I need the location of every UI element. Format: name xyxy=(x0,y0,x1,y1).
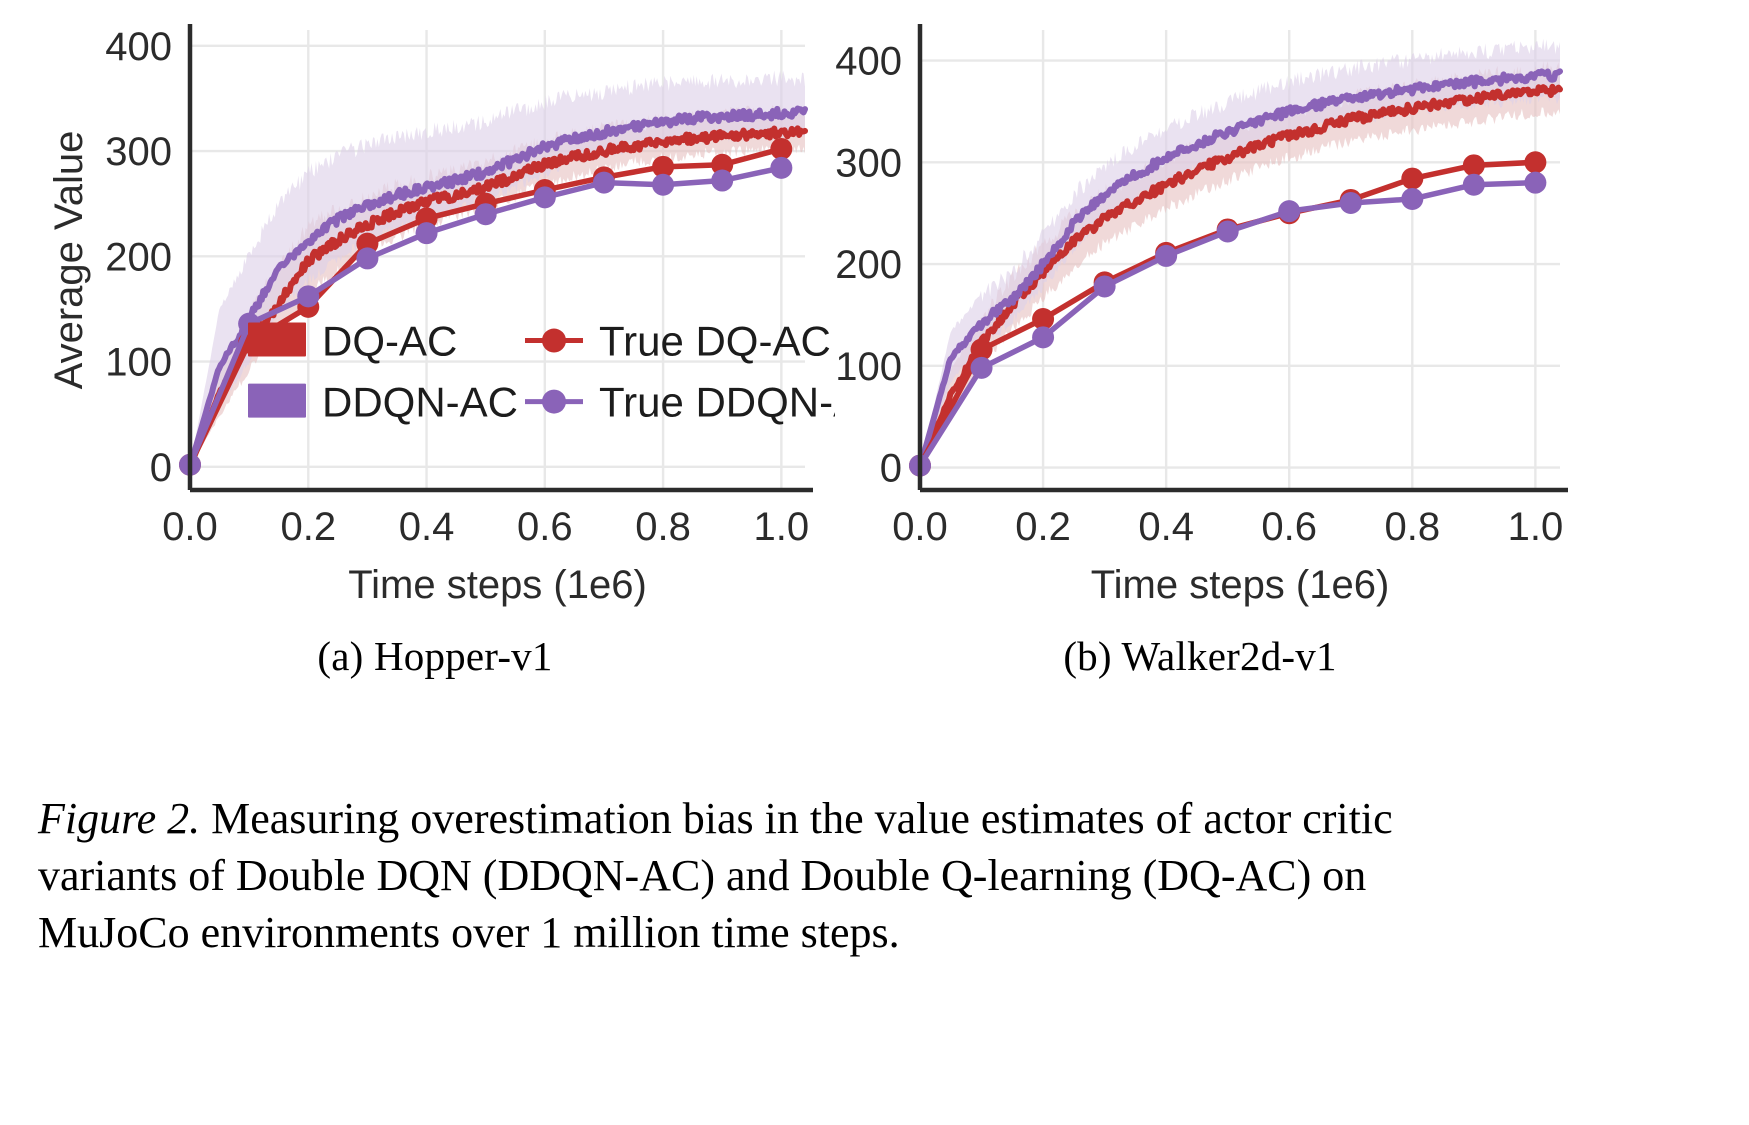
legend-item: DDQN-AC xyxy=(248,379,518,426)
y-tick-label: 0 xyxy=(880,447,902,491)
y-tick-label: 100 xyxy=(105,341,172,385)
x-tick-label: 1.0 xyxy=(1508,505,1564,549)
figure-caption-body: Measuring overestimation bias in the val… xyxy=(38,794,1393,958)
y-tick-label: 200 xyxy=(105,235,172,279)
figure-caption: Figure 2. Measuring overestimation bias … xyxy=(38,790,1508,962)
legend-swatch xyxy=(248,383,306,418)
y-tick-label: 300 xyxy=(105,130,172,174)
x-tick-label: 0.2 xyxy=(1015,505,1071,549)
figure-caption-label: Figure 2. xyxy=(38,794,201,843)
legend-item: True DQ-AC xyxy=(525,318,831,365)
y-axis-label: Average Value xyxy=(47,131,91,390)
x-tick-label: 0.8 xyxy=(635,505,691,549)
y-tick-label: 200 xyxy=(835,243,902,287)
x-tick-label: 1.0 xyxy=(754,505,810,549)
y-tick-label: 0 xyxy=(150,446,172,490)
legend-swatch xyxy=(248,322,306,357)
chart-hopper-v1: 0 100 200 300 400 0.0 0.2 0.4 0.6 0.8 1.0 Time step… xyxy=(47,24,835,607)
y-tick-label: 400 xyxy=(105,25,172,69)
subcaption-walker2d-v1: (b) Walker2d-v1 xyxy=(1063,633,1337,679)
y-tick-label: 100 xyxy=(835,345,902,389)
legend-label: True DQ-AC xyxy=(599,318,831,365)
x-tick-label: 0.6 xyxy=(517,505,573,549)
x-tick-label: 0.2 xyxy=(280,505,336,549)
legend-item: True DDQN-AC xyxy=(525,379,835,426)
y-tick-label: 400 xyxy=(835,40,902,84)
legend-label: DDQN-AC xyxy=(322,379,518,426)
figure-panels: 0 100 200 300 400 0.0 0.2 0.4 0.6 0.8 1.0 Time step… xyxy=(35,0,1600,700)
x-tick-label: 0.0 xyxy=(162,505,218,549)
legend-label: DQ-AC xyxy=(322,318,457,365)
x-tick-label: 0.0 xyxy=(892,505,948,549)
chart-walker2d-v1: 0 100 200 300 400 0.0 0.2 0.4 0.6 0.8 1.0 Time step… xyxy=(835,24,1568,607)
x-axis-label: Time steps (1e6) xyxy=(348,563,647,607)
legend-label: True DDQN-AC xyxy=(599,379,835,426)
x-tick-label: 0.6 xyxy=(1261,505,1317,549)
x-tick-label: 0.8 xyxy=(1385,505,1441,549)
panel-walker2d-v1: 0 100 200 300 400 0.0 0.2 0.4 0.6 0.8 1.0 Time step… xyxy=(800,0,1600,700)
y-tick-label: 300 xyxy=(835,141,902,185)
legend-marker xyxy=(542,389,566,414)
panel-hopper-v1: 0 100 200 300 400 0.0 0.2 0.4 0.6 0.8 1.0 Time step… xyxy=(35,0,835,700)
legend-marker xyxy=(542,328,566,353)
subcaption-hopper-v1: (a) Hopper-v1 xyxy=(317,633,553,679)
x-axis-label: Time steps (1e6) xyxy=(1091,563,1390,607)
x-tick-label: 0.4 xyxy=(399,505,455,549)
x-tick-label: 0.4 xyxy=(1138,505,1194,549)
legend-item: DQ-AC xyxy=(248,318,457,365)
